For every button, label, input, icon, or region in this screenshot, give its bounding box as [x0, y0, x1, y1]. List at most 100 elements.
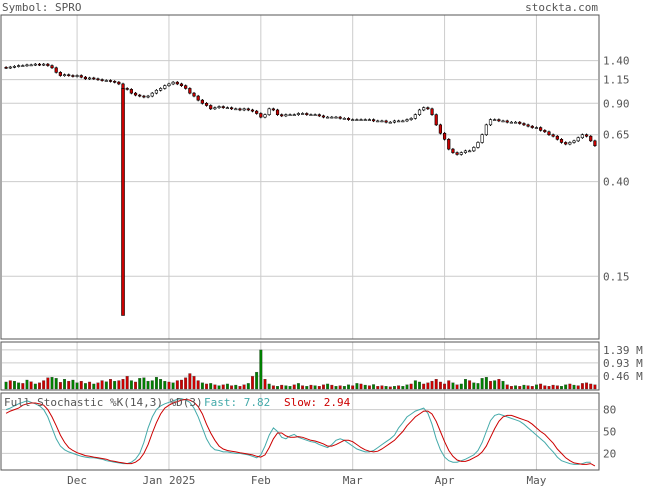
candle-body — [351, 119, 355, 121]
volume-bar — [134, 381, 137, 390]
x-tick-label: Dec — [67, 474, 87, 486]
volume-bar — [284, 385, 288, 390]
volume-bar — [75, 382, 79, 390]
volume-bar — [271, 385, 275, 390]
price-tick-label: 0.90 — [603, 97, 630, 110]
volume-bar — [33, 383, 37, 390]
candle-body — [104, 80, 108, 82]
stochastic-fast-label: Fast: 7.82 — [204, 396, 270, 409]
candle-body — [580, 134, 584, 139]
candle-body — [405, 119, 409, 122]
volume-bar — [221, 384, 225, 390]
volume-bar — [317, 386, 321, 390]
volume-bar — [418, 381, 421, 390]
volume-bar — [401, 386, 405, 390]
candle-body — [330, 116, 334, 119]
x-tick-label: Feb — [251, 474, 271, 486]
candle-body — [242, 108, 246, 111]
stochastic-slow-label: Slow: 2.94 — [284, 396, 351, 409]
volume-bar — [551, 384, 555, 390]
candle-body — [171, 81, 175, 85]
volume-bar — [451, 382, 455, 390]
candle-body — [25, 64, 29, 67]
volume-bar — [355, 383, 359, 390]
candle-body — [142, 95, 146, 98]
candle-body — [246, 108, 250, 111]
volume-bar — [259, 349, 263, 390]
volume-bar — [109, 379, 112, 390]
volume-bar — [12, 380, 16, 390]
volume-bar — [138, 378, 142, 390]
x-tick-labels: Dec Jan 2025 Feb Mar Apr May — [67, 474, 547, 486]
candle-body — [317, 114, 321, 117]
volume-bar — [58, 382, 62, 390]
candle-body — [518, 121, 522, 124]
volume-bar — [397, 385, 401, 390]
candle-body — [17, 65, 21, 67]
candle-body — [150, 92, 154, 97]
volume-bar — [505, 384, 509, 390]
candle-body — [576, 137, 580, 142]
candle-body — [21, 65, 25, 67]
volume-bar — [426, 382, 430, 390]
volume-bar — [54, 378, 58, 390]
candle-body — [8, 66, 12, 69]
volume-bar — [351, 385, 355, 390]
candle-body — [342, 118, 346, 120]
volume-bar — [535, 384, 538, 390]
candle-body — [300, 113, 305, 115]
volume-bar — [121, 379, 125, 390]
site-label[interactable]: stockta.com — [525, 1, 598, 14]
candle-body — [12, 66, 17, 68]
candle-body — [154, 89, 159, 94]
candle-body — [422, 107, 426, 111]
volume-bar — [572, 384, 576, 390]
volume-bar — [196, 380, 200, 390]
candle-body — [493, 119, 497, 121]
volume-bar — [480, 378, 484, 390]
candle-body — [280, 114, 284, 117]
volume-bar — [180, 379, 183, 390]
candle-body — [29, 64, 33, 67]
candle-body — [371, 119, 376, 122]
candle-body — [551, 134, 555, 137]
volume-bar — [42, 380, 46, 390]
volume-bar — [367, 385, 371, 390]
volume-bar — [92, 383, 96, 390]
price-panel-frame — [0, 14, 600, 340]
candle-body — [326, 116, 330, 119]
candle-body — [480, 134, 484, 143]
volume-bar — [484, 377, 488, 390]
volume-bar — [83, 383, 87, 390]
volume-bar — [522, 384, 526, 390]
volume-bar — [547, 386, 551, 390]
volume-bar — [188, 373, 192, 390]
candle-body — [388, 121, 392, 124]
candle-body — [584, 134, 589, 137]
volume-bar — [568, 383, 572, 390]
volume-bar — [539, 383, 543, 390]
volume-bar — [8, 380, 12, 390]
volume-bar — [564, 384, 568, 390]
x-tick-label: Apr — [435, 474, 455, 486]
volume-bar — [71, 379, 75, 390]
volume-bar — [4, 381, 8, 390]
volume-bar — [150, 380, 154, 390]
volume-bar — [171, 382, 175, 390]
candle-body — [522, 123, 526, 126]
volume-bar — [25, 379, 29, 390]
x-tick-label: May — [527, 474, 547, 486]
volume-bar — [388, 386, 392, 390]
candle-body — [146, 95, 150, 98]
candle-body — [526, 124, 530, 127]
candle-body — [175, 81, 179, 85]
stochastic-panel-frame — [0, 392, 600, 471]
volume-bar — [472, 382, 476, 390]
stochastic-tick-label: 50 — [603, 426, 616, 439]
candle-body — [459, 152, 463, 155]
stochastic-fast-line — [5, 398, 591, 465]
volume-bar — [447, 380, 451, 390]
volume-bar — [246, 383, 250, 390]
volume-bar — [422, 383, 426, 390]
